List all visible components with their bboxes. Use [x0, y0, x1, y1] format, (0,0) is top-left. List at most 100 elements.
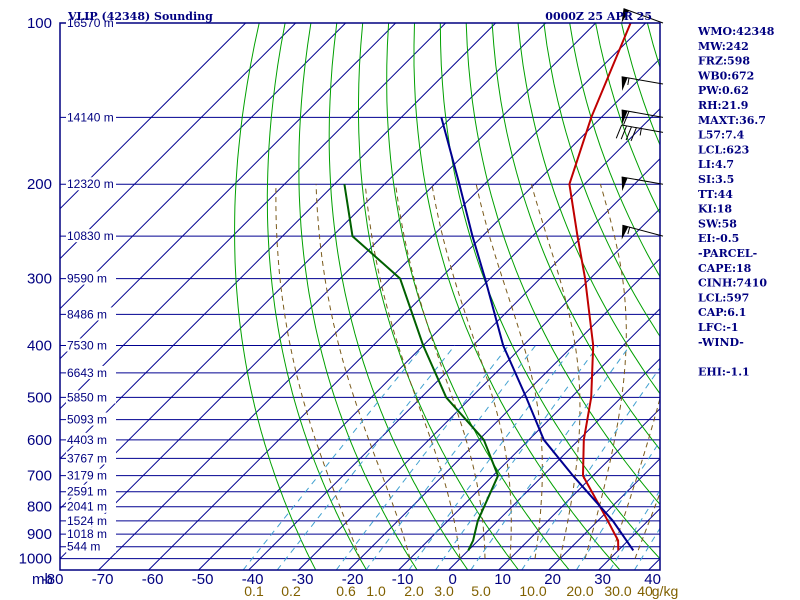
height-label-bg — [66, 229, 116, 243]
index-value: FRZ:598 — [698, 55, 750, 68]
temperature-tick-label: -20 — [342, 571, 364, 588]
height-label-bg — [66, 365, 116, 379]
moist-adiabat-line — [275, 184, 361, 559]
index-value: LFC:-1 — [698, 321, 739, 334]
barb-staff — [621, 124, 664, 133]
temperature-trace — [568, 23, 632, 551]
dry-adiabat-line — [439, 23, 660, 560]
height-label: 2041 m — [67, 500, 107, 514]
index-value: EHI:-1.1 — [698, 365, 750, 378]
mixing-ratio-line — [408, 345, 575, 570]
moist-adiabat-line — [431, 184, 512, 559]
dry-adiabat-line — [491, 23, 660, 451]
mixing-ratio-line — [365, 345, 536, 570]
height-label: 1524 m — [67, 514, 107, 528]
mixing-ratio-label: 1.0 — [366, 583, 386, 599]
mixing-ratio-line — [575, 440, 660, 570]
dry-adiabat-line — [234, 23, 317, 570]
barb-half-feather — [627, 227, 631, 235]
mixing-ratio-label: 3.0 — [434, 583, 454, 599]
temperature-tick-label: -50 — [192, 571, 214, 588]
index-value: EI:-0.5 — [698, 232, 739, 245]
dewpoint-trace — [343, 184, 500, 551]
isotherm-line — [348, 257, 660, 570]
index-value: MW:242 — [698, 40, 749, 53]
dry-adiabat-line — [569, 23, 660, 278]
mixing-ratio-label: 0.1 — [244, 583, 264, 599]
mixing-ratio-line — [521, 366, 660, 570]
height-label-bg — [66, 177, 116, 191]
dry-adiabat-line — [517, 23, 660, 395]
temperature-tick-label: 0 — [448, 571, 456, 588]
isotherm-line — [548, 457, 660, 570]
isotherm-line — [60, 23, 447, 410]
barb-staff — [623, 8, 664, 24]
mixing-ratio-label: 2.0 — [404, 583, 424, 599]
index-value: CAPE:18 — [698, 262, 752, 275]
pressure-tick-label: 800 — [27, 499, 52, 516]
barb-flag — [621, 176, 628, 192]
barb-flag — [621, 76, 628, 92]
index-value: SW:58 — [698, 217, 737, 230]
height-label: 14140 m — [67, 110, 114, 124]
barb-staff — [621, 176, 664, 185]
temperature-tick-label: 40 — [644, 571, 661, 588]
height-label: 16570 m — [67, 16, 114, 30]
barb-feather — [620, 125, 628, 140]
index-value: CINH:7410 — [698, 277, 767, 290]
index-value: KI:18 — [698, 203, 732, 216]
isotherm-line — [60, 23, 397, 360]
isotherm-line — [60, 23, 497, 460]
height-label: 1018 m — [67, 527, 107, 541]
index-value: WB0:672 — [697, 69, 754, 82]
height-label-bg — [66, 484, 116, 498]
mixing-ratio-label: 0.2 — [281, 583, 301, 599]
pressure-tick-label: 600 — [27, 432, 52, 449]
parcel-trace — [440, 117, 635, 551]
isotherm-line — [60, 23, 297, 260]
mixing-ratio-label: 40 — [637, 583, 653, 599]
mixing-ratio-label: 5.0 — [471, 583, 491, 599]
mixing-ratio-line — [435, 345, 599, 570]
moist-adiabat-line — [475, 184, 543, 559]
isotherm-line — [60, 23, 347, 310]
barb-half-feather — [639, 128, 642, 136]
moist-adiabat-line — [395, 184, 486, 559]
height-label: 6643 m — [67, 366, 107, 380]
wind-barb — [621, 109, 664, 125]
height-label: 12320 m — [67, 177, 114, 191]
height-label-bg — [66, 271, 116, 285]
index-value: LCL:597 — [698, 291, 749, 304]
temperature-tick-label: -40 — [242, 571, 264, 588]
height-label: 7530 m — [67, 338, 107, 352]
index-value: TT:44 — [698, 188, 733, 201]
pressure-tick-label: 900 — [27, 526, 52, 543]
height-label-bg — [66, 468, 116, 482]
isotherm-line — [98, 23, 647, 570]
temperature-tick-label: 10 — [494, 571, 511, 588]
isotherm-line — [248, 157, 660, 570]
height-label-bg — [66, 527, 116, 541]
dry-adiabat-line — [298, 23, 418, 570]
isotherm-line — [148, 57, 660, 570]
index-value: CAP:6.1 — [698, 306, 746, 319]
pressure-unit-label: mb — [32, 571, 53, 588]
isotherm-line — [198, 107, 660, 570]
mixing-ratio-label: 20.0 — [566, 583, 593, 599]
height-label: 2591 m — [67, 485, 107, 499]
mixing-ratio-line — [335, 345, 509, 570]
index-value: LI:4.7 — [698, 158, 734, 171]
height-label: 8486 m — [67, 307, 107, 321]
moist-adiabat-line — [315, 184, 411, 559]
temperature-tick-label: -80 — [42, 571, 64, 588]
height-label-bg — [66, 539, 116, 553]
height-label-bg — [66, 16, 116, 29]
barb-flag — [621, 110, 628, 125]
index-value: SI:3.5 — [698, 173, 734, 186]
mixing-ratio-line — [276, 345, 456, 570]
dry-adiabat-line — [266, 23, 367, 570]
barb-half-feather — [627, 77, 630, 86]
index-value: WMO:42348 — [697, 25, 775, 38]
isotherm-line — [398, 307, 660, 570]
